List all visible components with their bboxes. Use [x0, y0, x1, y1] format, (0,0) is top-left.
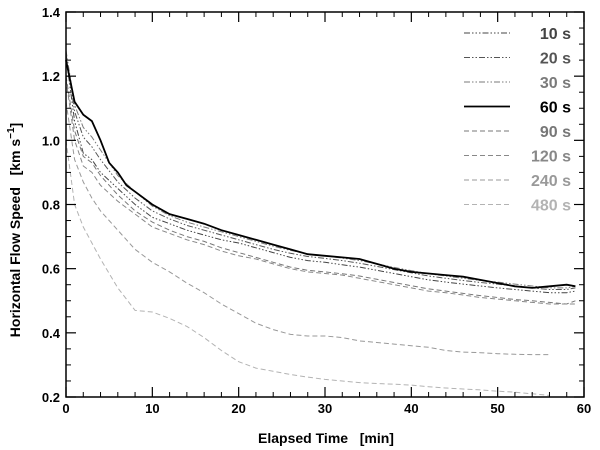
- x-tick-label: 50: [490, 401, 504, 416]
- legend-label: 240 s: [531, 173, 571, 190]
- y-tick-label: 0.6: [42, 262, 60, 277]
- series-line-90s: [65, 76, 576, 305]
- series-line-30s: [65, 50, 576, 289]
- x-axis-label: Elapsed Time [min]: [258, 430, 394, 446]
- legend-label: 60 s: [540, 100, 571, 117]
- y-tick-label: 0.2: [42, 390, 60, 405]
- x-tick-label: 30: [318, 401, 332, 416]
- series-line-240s: [65, 101, 550, 356]
- legend-label: 10 s: [540, 26, 571, 43]
- y-tick-label: 0.4: [42, 326, 61, 341]
- series-layer: [65, 50, 576, 396]
- y-axis-label: Horizontal Flow Speed [km s−1]: [6, 123, 23, 337]
- y-tick-label: 0.8: [42, 198, 60, 213]
- series-line-20s: [65, 53, 576, 290]
- legend-label: 90 s: [540, 124, 571, 141]
- x-tick-label: 60: [577, 401, 591, 416]
- legend: 10 s 20 s 30 s 60 s 90 s 120 s 240 s 480 s: [464, 26, 571, 215]
- x-tick-label: 0: [62, 401, 69, 416]
- legend-label: 120 s: [531, 149, 571, 166]
- series-line-10s: [65, 56, 576, 294]
- plot-frame: [65, 11, 585, 398]
- legend-label: 20 s: [540, 51, 571, 68]
- series-line-480s: [65, 140, 550, 396]
- x-tick-label: 40: [404, 401, 418, 416]
- y-tick-label: 1.4: [42, 5, 61, 20]
- y-tick-label: 1.0: [42, 133, 60, 148]
- ticks-layer: 0 10 20 30 40 50 60 0.2 0.4 0.6 0.8 1.0 1.2 1.4: [42, 5, 591, 416]
- legend-label: 30 s: [540, 75, 571, 92]
- y-axis-label-exponent: −1: [6, 127, 17, 139]
- y-axis-label-main: Horizontal Flow Speed [km s: [7, 139, 23, 338]
- y-tick-label: 1.2: [42, 69, 60, 84]
- y-axis-label-close: ]: [7, 123, 23, 128]
- x-tick-label: 20: [231, 401, 245, 416]
- series-line-120s: [65, 79, 576, 305]
- series-line-60s: [65, 59, 576, 289]
- legend-label: 480 s: [531, 198, 571, 215]
- x-tick-label: 10: [145, 401, 159, 416]
